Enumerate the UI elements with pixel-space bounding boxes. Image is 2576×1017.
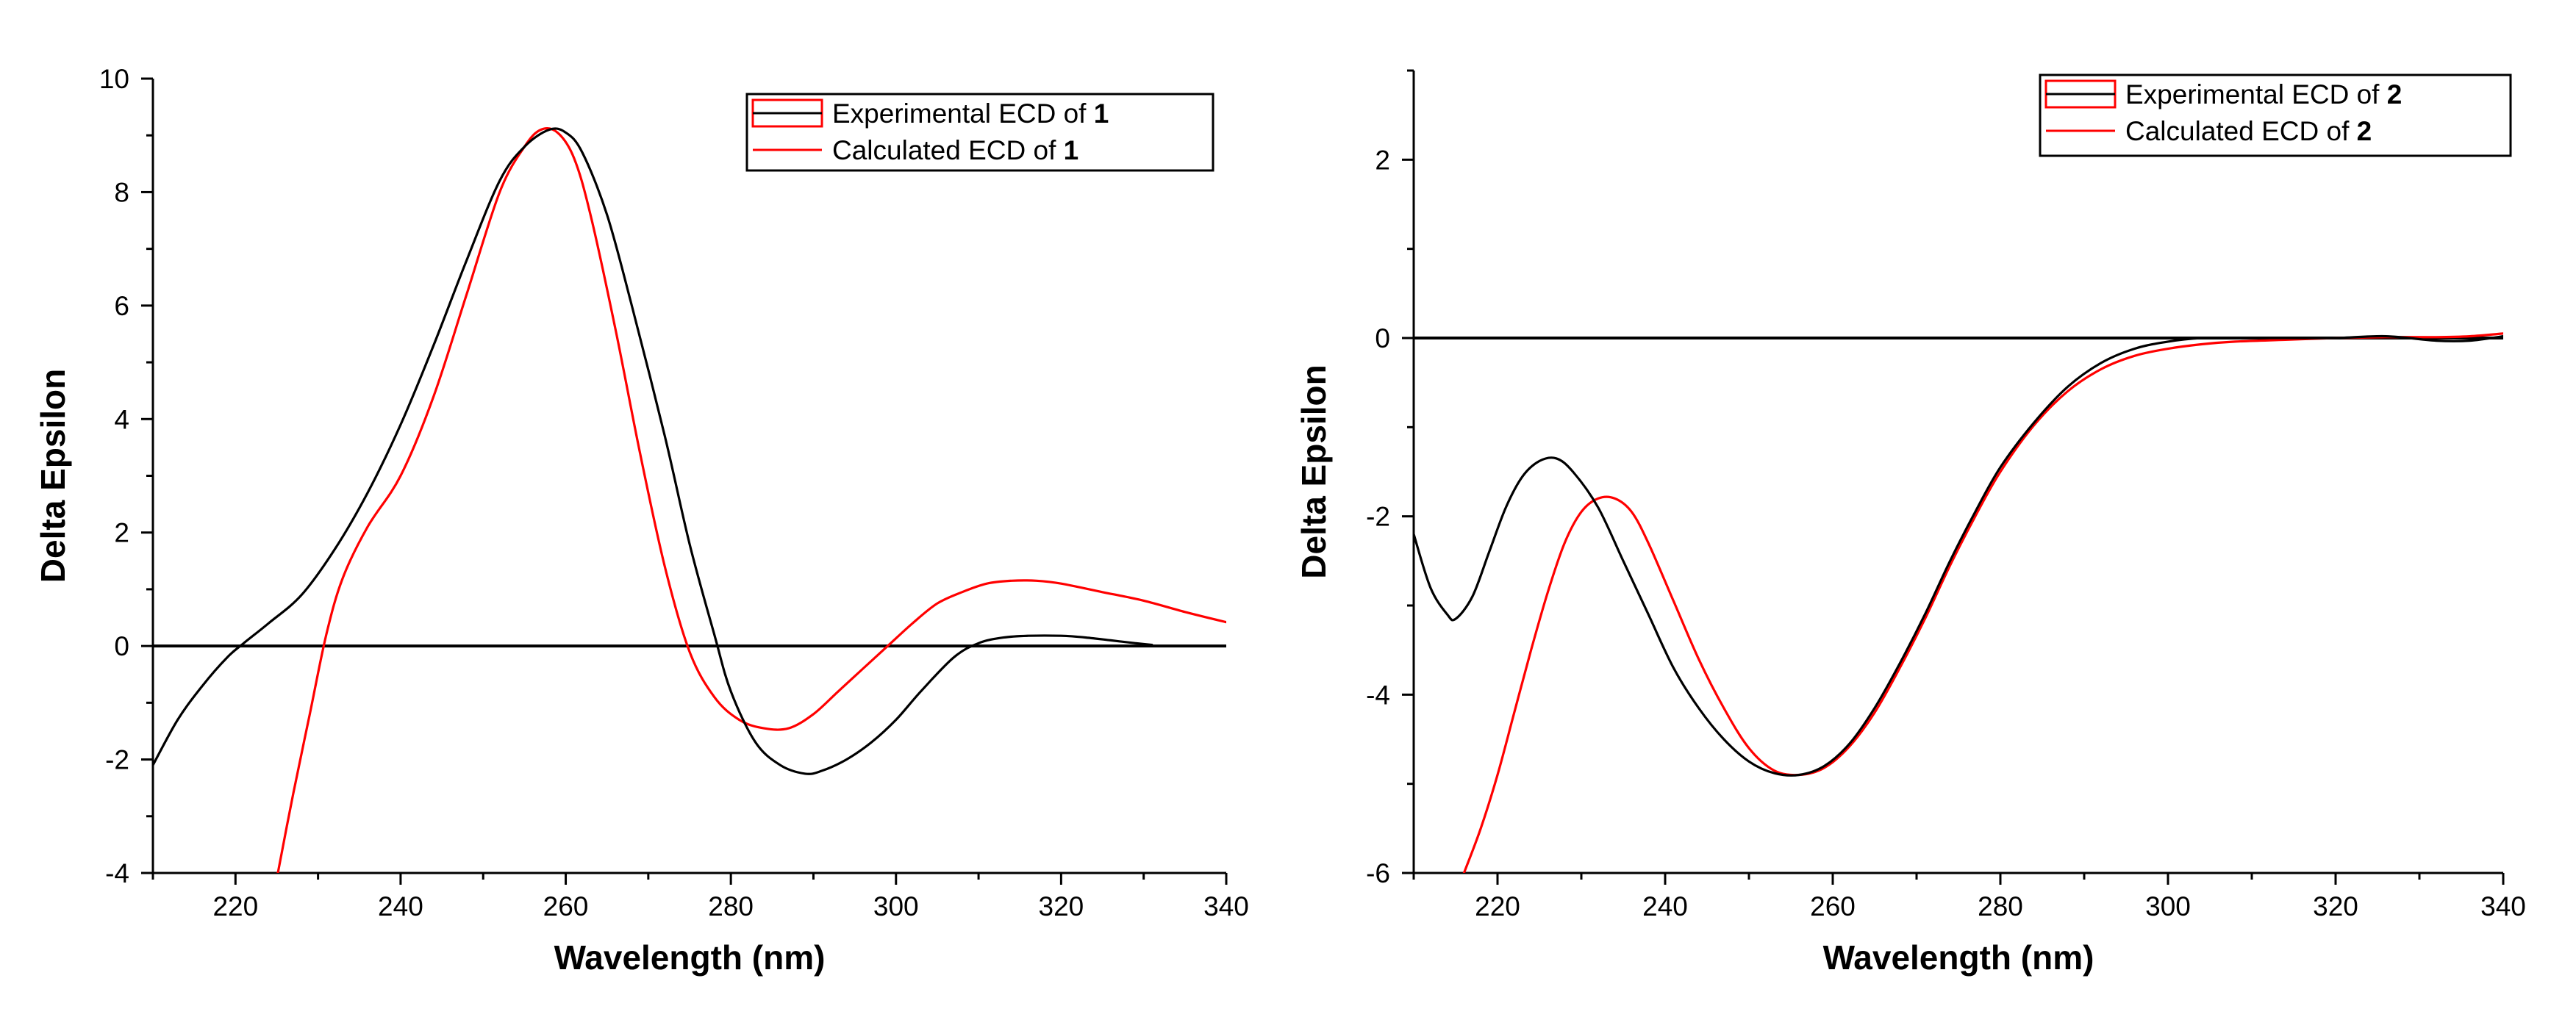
y-tick-label: 4	[114, 404, 129, 434]
legend-label-experimental: Experimental ECD of 2	[2125, 79, 2402, 109]
y-tick-label: 2	[1375, 145, 1390, 175]
y-tick-label: 0	[114, 631, 129, 661]
x-tick-label: 260	[1810, 891, 1856, 921]
legend-label-text: Calculated ECD of	[2125, 116, 2357, 146]
legend-label-text: Experimental ECD of	[832, 98, 1094, 129]
legend-box	[2039, 73, 2512, 157]
series-line-calculated	[1462, 332, 2503, 873]
series-group	[1414, 332, 2503, 873]
chart-panel-1: 220 240 260 280 300 320 340 -4 -2 0 2 4 6 8 10 Waveleng…	[34, 64, 1249, 977]
legend-label-text: Experimental ECD of	[2125, 79, 2387, 109]
series-line-calculated	[276, 127, 1226, 873]
legend-label-experimental: Experimental ECD of 1	[832, 98, 1109, 129]
legend-compound-number: 1	[1064, 135, 1079, 165]
legend-compound-number: 1	[1094, 98, 1109, 129]
legend-label-text: Calculated ECD of	[832, 135, 1064, 165]
y-tick-label: -2	[105, 745, 129, 775]
x-tick-label: 240	[378, 891, 423, 921]
x-tick-label: 320	[2313, 891, 2358, 921]
y-tick-label: 6	[114, 291, 129, 321]
y-tick-label: 2	[114, 518, 129, 548]
legend-box	[745, 93, 1214, 172]
x-axis-title: Wavelength (nm)	[1823, 938, 2094, 977]
legend-compound-number: 2	[2357, 116, 2372, 146]
series-group	[153, 127, 1226, 873]
x-tick-label: 220	[212, 891, 258, 921]
series-line-experimental	[1414, 334, 2503, 777]
y-axis-title: Delta Epsilon	[34, 369, 72, 583]
x-tick-label: 300	[873, 891, 919, 921]
y-tick-label: -4	[1366, 680, 1390, 710]
legend-label-calculated: Calculated ECD of 1	[832, 135, 1078, 165]
chart-panel-2: 220 240 260 280 300 320 340 -6 -4 -2 0 2 Wavelength …	[1295, 69, 2526, 977]
y-tick-label: 0	[1375, 323, 1390, 353]
x-tick-label: 340	[1203, 891, 1249, 921]
y-tick-label: -2	[1366, 502, 1390, 532]
x-tick-label: 300	[2145, 891, 2191, 921]
legend-label-calculated: Calculated ECD of 2	[2125, 116, 2372, 146]
x-tick-label: 240	[1642, 891, 1688, 921]
y-axis-title: Delta Epsilon	[1295, 364, 1333, 578]
x-tick-label: 280	[708, 891, 754, 921]
x-axis-title: Wavelength (nm)	[554, 938, 826, 977]
y-tick-label: 10	[99, 64, 129, 94]
y-tick-label: 8	[114, 177, 129, 207]
y-tick-label: -4	[105, 858, 129, 888]
x-tick-label: 280	[1978, 891, 2023, 921]
x-tick-label: 340	[2480, 891, 2526, 921]
series-line-experimental	[153, 127, 1153, 775]
x-tick-label: 320	[1039, 891, 1084, 921]
x-tick-label: 260	[543, 891, 589, 921]
y-tick-label: -6	[1366, 858, 1390, 888]
legend-compound-number: 2	[2387, 79, 2403, 109]
x-tick-label: 220	[1475, 891, 1520, 921]
